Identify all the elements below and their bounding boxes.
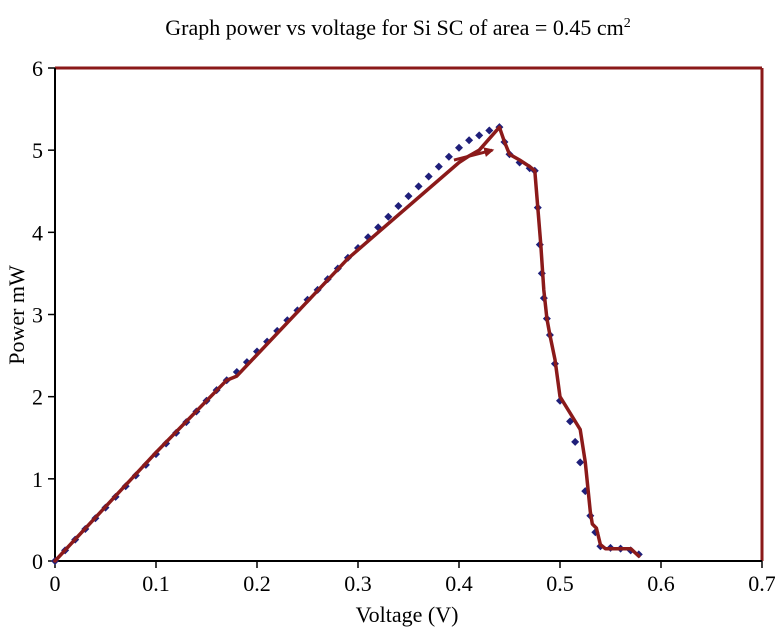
chart-title: Graph power vs voltage for Si SC of area…	[165, 15, 630, 40]
x-tick-labels: 0 0.1 0.2 0.3 0.4 0.5 0.6 0.7	[50, 571, 775, 596]
x-tick-label: 0.2	[243, 571, 271, 596]
plot-frame	[54, 66, 764, 562]
y-tick-label: 0	[32, 549, 43, 574]
y-tick-label: 3	[32, 303, 43, 328]
y-axis-label: Power mW	[4, 265, 29, 365]
x-tick-label: 0.4	[445, 571, 473, 596]
data-point	[404, 192, 413, 201]
data-point	[384, 212, 393, 221]
x-tick-label: 0.3	[344, 571, 372, 596]
x-tick-label: 0.5	[546, 571, 574, 596]
data-point	[465, 136, 474, 145]
x-tick-label: 0.6	[647, 571, 675, 596]
data-line	[53, 125, 641, 563]
data-point	[424, 172, 433, 181]
data-point	[444, 152, 453, 161]
data-point	[485, 126, 494, 135]
arrow-annotation	[453, 147, 495, 162]
x-tick-label: 0.7	[748, 571, 775, 596]
y-tick-label: 6	[32, 56, 43, 81]
data-point	[394, 202, 403, 211]
x-tick-label: 0	[50, 571, 61, 596]
y-tick-label: 5	[32, 138, 43, 163]
axis-ticks	[48, 67, 763, 568]
data-point	[455, 143, 463, 152]
x-tick-label: 0.1	[142, 571, 170, 596]
series-line	[53, 125, 641, 563]
x-axis-label: Voltage (V)	[356, 602, 459, 627]
data-point	[576, 458, 585, 467]
annotations	[453, 147, 495, 162]
y-tick-labels: 0 1 2 3 4 5 6	[32, 56, 43, 574]
data-point	[475, 131, 484, 140]
data-point	[434, 162, 443, 171]
y-tick-label: 4	[32, 220, 43, 245]
data-point	[414, 182, 423, 191]
data-markers	[51, 123, 643, 565]
y-tick-label: 2	[32, 385, 43, 410]
y-tick-label: 1	[32, 467, 43, 492]
data-point	[571, 437, 580, 446]
